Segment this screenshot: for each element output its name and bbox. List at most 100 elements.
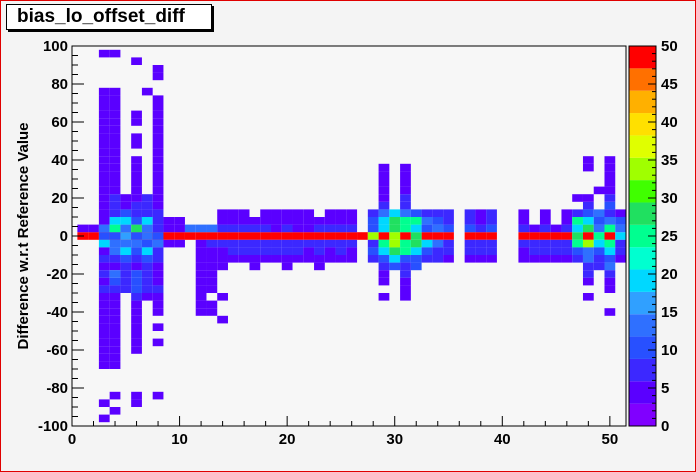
heatmap-cell (367, 239, 379, 248)
heatmap-cell (346, 239, 358, 248)
heatmap-cell (217, 315, 228, 324)
heatmap-cell (582, 201, 594, 210)
heatmap-cell (109, 323, 121, 331)
heatmap-cell (378, 194, 390, 202)
heatmap-cell (227, 239, 239, 248)
heatmap-cell (206, 300, 218, 309)
heatmap-cell (152, 255, 164, 263)
heatmap-cell (572, 209, 583, 217)
heatmap-cell (443, 247, 454, 255)
heatmap-cell (443, 209, 454, 217)
heatmap-cell (582, 194, 594, 202)
heatmap-cell (131, 186, 142, 195)
heatmap-cell (292, 255, 304, 263)
heatmap-cell (195, 247, 207, 255)
heatmap-cell (400, 293, 411, 301)
heatmap-cell (109, 361, 121, 369)
heatmap-cell (378, 232, 390, 240)
heatmap-cell (152, 277, 164, 286)
heatmap-cell (152, 217, 164, 225)
heatmap-cell (131, 110, 142, 119)
heatmap-cell (249, 224, 261, 233)
heatmap-cell (582, 239, 594, 248)
heatmap-cell (227, 209, 239, 217)
heatmap-cell (303, 209, 315, 217)
heatmap-cell (550, 247, 562, 255)
heatmap-cell (152, 171, 164, 179)
heatmap-cell (615, 239, 626, 248)
heatmap-cell (378, 209, 390, 217)
heatmap-cell (260, 239, 272, 248)
heatmap-cell (378, 217, 390, 225)
heatmap-cell (98, 300, 110, 309)
color-scale-swatch (629, 358, 656, 382)
heatmap-cell (475, 247, 487, 255)
heatmap-cell (529, 247, 540, 255)
heatmap-cell (389, 247, 401, 255)
heatmap-cell (109, 300, 121, 309)
heatmap-cell (529, 255, 540, 263)
heatmap-cell (98, 277, 110, 286)
color-scale (629, 46, 656, 426)
heatmap-cell (120, 209, 132, 217)
heatmap-cell (109, 209, 121, 217)
heatmap-cell (260, 232, 272, 240)
heatmap-cell (389, 232, 401, 240)
heatmap-cell (518, 247, 530, 255)
color-scale-swatch (629, 68, 656, 91)
heatmap-cell (174, 217, 185, 225)
heatmap-cell (109, 338, 121, 347)
heatmap-cell (432, 217, 444, 225)
heatmap-cell (303, 255, 315, 263)
heatmap-cell (98, 315, 110, 324)
heatmap-cell (109, 87, 121, 96)
heatmap-cell (271, 224, 282, 233)
heatmap-cell (335, 239, 347, 248)
heatmap-cell (604, 262, 616, 271)
heatmap-cell (561, 247, 573, 255)
heatmap-cell (324, 255, 336, 263)
color-scale-swatch (629, 336, 656, 359)
heatmap-cell (141, 255, 153, 263)
heatmap-cell (335, 247, 347, 255)
heatmap-cell (141, 247, 153, 255)
heatmap-cell (572, 247, 583, 255)
heatmap-cell (593, 247, 605, 255)
heatmap-cell (346, 232, 358, 240)
heatmap-cell (109, 125, 121, 134)
heatmap-cell (292, 209, 304, 217)
color-scale-swatch (629, 135, 656, 158)
heatmap-cell (410, 224, 422, 233)
heatmap-cell (475, 239, 487, 248)
heatmap-cell (378, 262, 390, 271)
heatmap-cell (615, 224, 626, 233)
x-tick-label: 50 (602, 431, 619, 448)
x-tick-label: 0 (68, 431, 76, 448)
heatmap-cell (529, 232, 540, 240)
heatmap-cell (88, 232, 99, 240)
heatmap-cell (378, 224, 390, 233)
heatmap-cell (98, 156, 110, 164)
heatmap-cell (109, 224, 121, 233)
y-tick-label: -100 (38, 418, 68, 435)
heatmap-cell (131, 323, 142, 331)
heatmap-cell (475, 255, 487, 263)
heatmap-cell (378, 277, 390, 286)
heatmap-cell (174, 239, 185, 248)
y-tick-label: -20 (46, 266, 68, 283)
heatmap-cell (152, 148, 164, 157)
z-tick-label: 50 (661, 38, 678, 55)
heatmap-cell (561, 224, 573, 233)
heatmap-cell (389, 217, 401, 225)
heatmap-cell (593, 217, 605, 225)
heatmap-cell (464, 255, 476, 263)
heatmap-cell (367, 232, 379, 240)
heatmap-cell (303, 217, 315, 225)
heatmap-cell (518, 232, 530, 240)
heatmap-cell (141, 270, 153, 278)
heatmap-cell (324, 217, 336, 225)
heatmap-cell (184, 232, 196, 240)
heatmap-cell (346, 224, 358, 233)
heatmap-cell (314, 239, 325, 248)
heatmap-cell (98, 186, 110, 195)
